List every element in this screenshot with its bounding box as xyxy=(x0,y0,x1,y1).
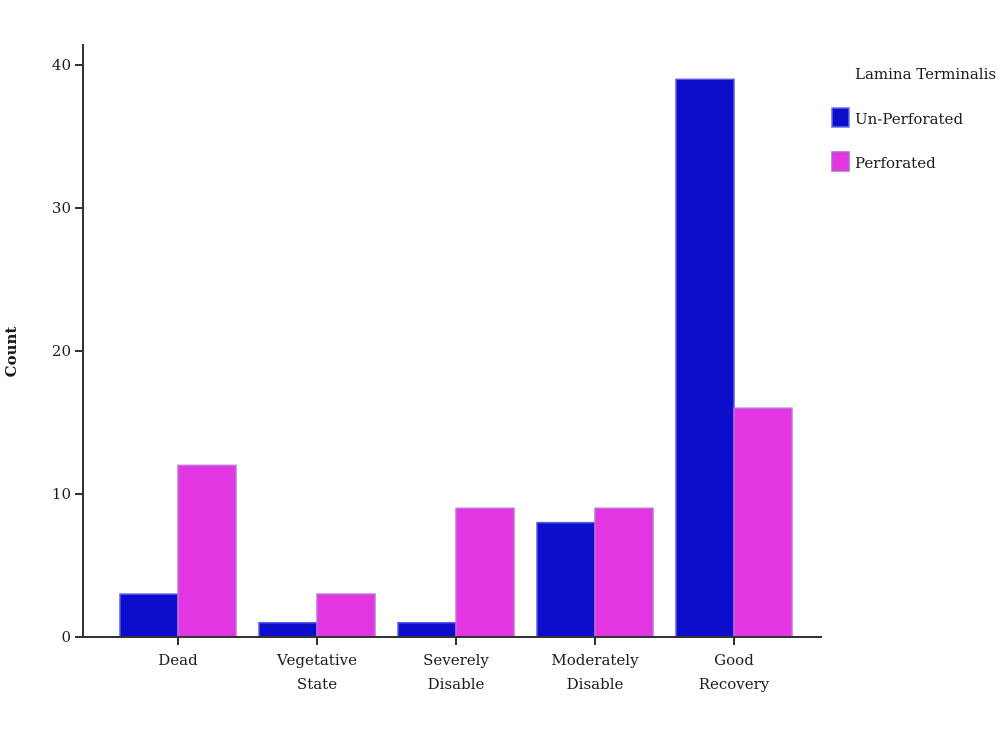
x-tick-label: Severely Disable xyxy=(423,651,489,693)
x-tick-label-line: Moderately xyxy=(551,651,639,669)
bar-perforated-0 xyxy=(177,464,237,638)
legend-label-un-perforated: Un-Perforated xyxy=(855,110,963,128)
bar-perforated-2 xyxy=(455,507,515,638)
legend-title: Lamina Terminalis xyxy=(855,65,996,83)
y-tick-label: 10 xyxy=(52,485,71,503)
x-tick-label-line: Vegetative xyxy=(276,651,357,669)
y-axis-title: Count xyxy=(2,327,20,378)
y-tick-label: 40 xyxy=(52,56,71,74)
legend: Lamina Terminalis Un-Perforated Perforate… xyxy=(831,65,996,172)
bar-un-perforated-1 xyxy=(258,621,318,638)
x-tick-label: Good Recovery xyxy=(699,651,770,693)
bars-group xyxy=(119,78,793,638)
x-tick-label: Moderately Disable xyxy=(551,651,639,693)
y-tick-label: 30 xyxy=(52,199,71,217)
legend-swatch-perforated xyxy=(831,151,850,172)
x-tick-label: Dead xyxy=(158,651,198,669)
x-tick-label-line: Dead xyxy=(158,651,198,669)
bar-un-perforated-3 xyxy=(536,521,596,638)
x-tick-label-line: Disable xyxy=(428,675,485,693)
bar-perforated-1 xyxy=(316,593,376,638)
x-tick-label-line: Disable xyxy=(567,675,624,693)
x-tick-label: Vegetative State xyxy=(276,651,357,693)
x-tick-label-line: Recovery xyxy=(699,675,770,693)
legend-swatch-un-perforated xyxy=(831,107,850,128)
x-tick-label-line: Severely xyxy=(423,651,489,669)
bar-perforated-3 xyxy=(594,507,654,638)
legend-label-perforated: Perforated xyxy=(855,154,936,172)
y-ticks: 0 10 20 30 40 xyxy=(52,56,83,646)
bar-un-perforated-2 xyxy=(397,621,457,638)
bar-un-perforated-0 xyxy=(119,593,179,638)
x-tick-label-line: State xyxy=(297,675,337,693)
x-tick-label-line: Good xyxy=(714,651,754,669)
bar-perforated-4 xyxy=(733,407,793,638)
y-tick-label: 20 xyxy=(52,342,71,360)
bar-un-perforated-4 xyxy=(675,78,735,638)
y-tick-label: 0 xyxy=(61,628,71,646)
